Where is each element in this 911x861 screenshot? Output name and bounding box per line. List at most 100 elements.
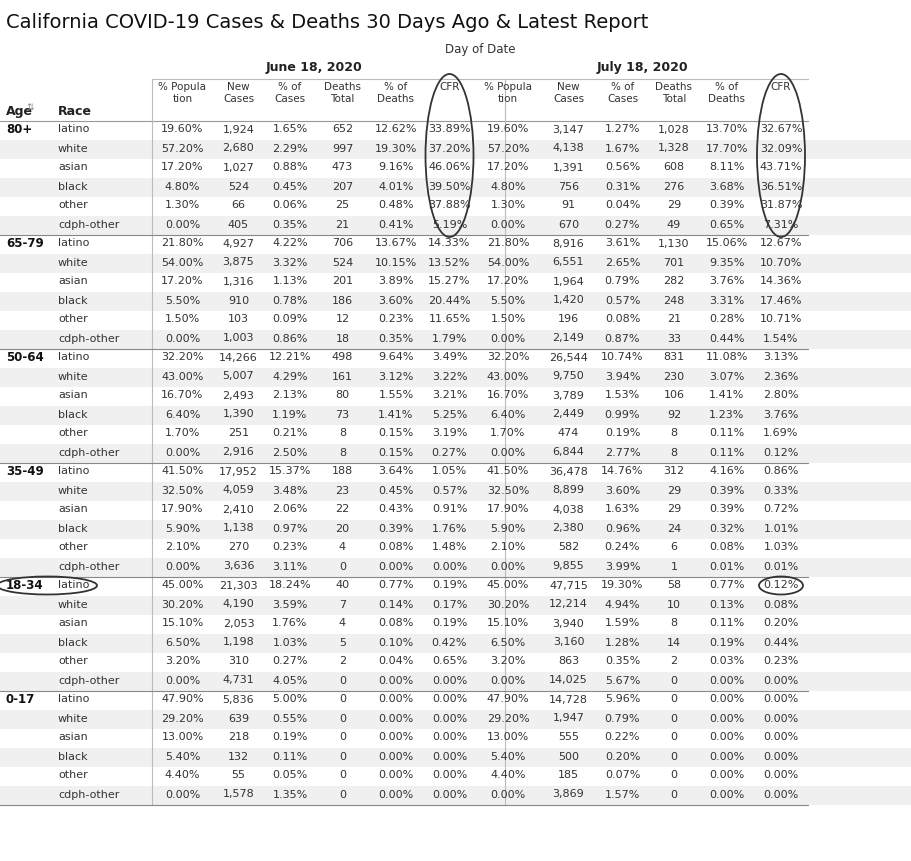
Text: 1,420: 1,420 [552, 295, 584, 306]
Text: 6,551: 6,551 [552, 257, 584, 268]
Text: 80: 80 [335, 391, 349, 400]
Text: 0.28%: 0.28% [709, 314, 744, 325]
Text: 37.20%: 37.20% [428, 144, 470, 153]
Text: 701: 701 [662, 257, 684, 268]
Text: white: white [58, 144, 88, 153]
Text: 1,947: 1,947 [552, 714, 584, 723]
Text: 29.20%: 29.20% [486, 714, 528, 723]
Text: 0.00%: 0.00% [165, 676, 200, 685]
Text: 4,731: 4,731 [222, 676, 254, 685]
Text: 19.60%: 19.60% [161, 125, 203, 134]
Text: 30.20%: 30.20% [486, 599, 528, 610]
Text: 1.23%: 1.23% [709, 410, 744, 419]
Text: 15.10%: 15.10% [161, 618, 203, 629]
Text: 0.10%: 0.10% [378, 637, 414, 647]
Text: 670: 670 [558, 220, 578, 230]
Text: 32.50%: 32.50% [161, 486, 203, 495]
Text: 1.76%: 1.76% [431, 523, 466, 534]
Text: 2.65%: 2.65% [604, 257, 640, 268]
Text: 0.39%: 0.39% [709, 505, 744, 515]
Text: 1.70%: 1.70% [490, 429, 525, 438]
Text: 1.35%: 1.35% [272, 790, 307, 800]
Text: latino: latino [58, 467, 89, 476]
Text: 706: 706 [332, 238, 353, 249]
Text: 4.40%: 4.40% [165, 771, 200, 781]
Text: 6: 6 [670, 542, 677, 553]
Text: 1.57%: 1.57% [604, 790, 640, 800]
Bar [0, 539, 911, 558]
Text: 0.00%: 0.00% [763, 676, 798, 685]
Text: 19.30%: 19.30% [374, 144, 416, 153]
Text: 0.86%: 0.86% [272, 333, 307, 344]
Text: black: black [58, 637, 87, 647]
Text: 7: 7 [339, 599, 345, 610]
Text: 0.00%: 0.00% [432, 695, 466, 704]
Text: 14.33%: 14.33% [428, 238, 470, 249]
Bar [0, 254, 911, 273]
Text: 0.13%: 0.13% [709, 599, 743, 610]
Text: white: white [58, 486, 88, 495]
Text: asian: asian [58, 276, 87, 287]
Text: 0.45%: 0.45% [378, 486, 414, 495]
Text: 29: 29 [666, 505, 681, 515]
Text: 9.16%: 9.16% [378, 163, 414, 172]
Bar [0, 653, 911, 672]
Text: 9.64%: 9.64% [378, 352, 414, 362]
Bar [0, 292, 911, 311]
Text: 230: 230 [662, 371, 684, 381]
Text: 1,390: 1,390 [222, 410, 254, 419]
Text: 1,130: 1,130 [658, 238, 689, 249]
Text: 3.22%: 3.22% [431, 371, 466, 381]
Text: 5.25%: 5.25% [431, 410, 466, 419]
Text: 0.00%: 0.00% [432, 676, 466, 685]
Text: 0.12%: 0.12% [763, 580, 798, 591]
Text: 0.22%: 0.22% [604, 733, 640, 742]
Text: 10.15%: 10.15% [374, 257, 416, 268]
Text: 0.00%: 0.00% [709, 714, 743, 723]
Text: 15.37%: 15.37% [269, 467, 311, 476]
Text: 310: 310 [228, 656, 249, 666]
Text: other: other [58, 314, 87, 325]
Bar [0, 577, 911, 596]
Text: 1.19%: 1.19% [272, 410, 307, 419]
Text: 0: 0 [670, 714, 677, 723]
Text: 8: 8 [670, 618, 677, 629]
Text: 1.41%: 1.41% [378, 410, 414, 419]
Text: 9.35%: 9.35% [709, 257, 744, 268]
Text: 6.40%: 6.40% [490, 410, 525, 419]
Text: 2.80%: 2.80% [763, 391, 798, 400]
Text: 0.33%: 0.33% [763, 486, 798, 495]
Text: 17.20%: 17.20% [161, 276, 203, 287]
Text: Age: Age [6, 105, 33, 118]
Text: 23: 23 [335, 486, 349, 495]
Bar [0, 330, 911, 349]
Bar [0, 140, 911, 159]
Text: July 18, 2020: July 18, 2020 [596, 61, 687, 74]
Text: 57.20%: 57.20% [161, 144, 203, 153]
Text: June 18, 2020: June 18, 2020 [265, 61, 362, 74]
Text: 0.78%: 0.78% [272, 295, 307, 306]
Text: 4,038: 4,038 [552, 505, 584, 515]
Text: % of
Cases: % of Cases [274, 82, 305, 103]
Text: 16.70%: 16.70% [486, 391, 528, 400]
Text: 608: 608 [662, 163, 684, 172]
Text: % Popula
tion: % Popula tion [159, 82, 206, 103]
Text: 0.00%: 0.00% [432, 561, 466, 572]
Text: 30.20%: 30.20% [161, 599, 203, 610]
Text: 10: 10 [666, 599, 681, 610]
Text: 39.50%: 39.50% [428, 182, 470, 191]
Text: 0.00%: 0.00% [432, 752, 466, 761]
Text: 8: 8 [670, 429, 677, 438]
Text: 282: 282 [662, 276, 684, 287]
Text: 0.00%: 0.00% [378, 561, 414, 572]
Text: 2,916: 2,916 [222, 448, 254, 457]
Text: 5.67%: 5.67% [604, 676, 640, 685]
Text: 270: 270 [228, 542, 249, 553]
Text: 0.79%: 0.79% [604, 276, 640, 287]
Text: 0.17%: 0.17% [431, 599, 466, 610]
Text: latino: latino [58, 695, 89, 704]
Text: 0.44%: 0.44% [763, 637, 798, 647]
Text: 0.00%: 0.00% [432, 790, 466, 800]
Text: 161: 161 [332, 371, 353, 381]
Text: 0.32%: 0.32% [709, 523, 744, 534]
